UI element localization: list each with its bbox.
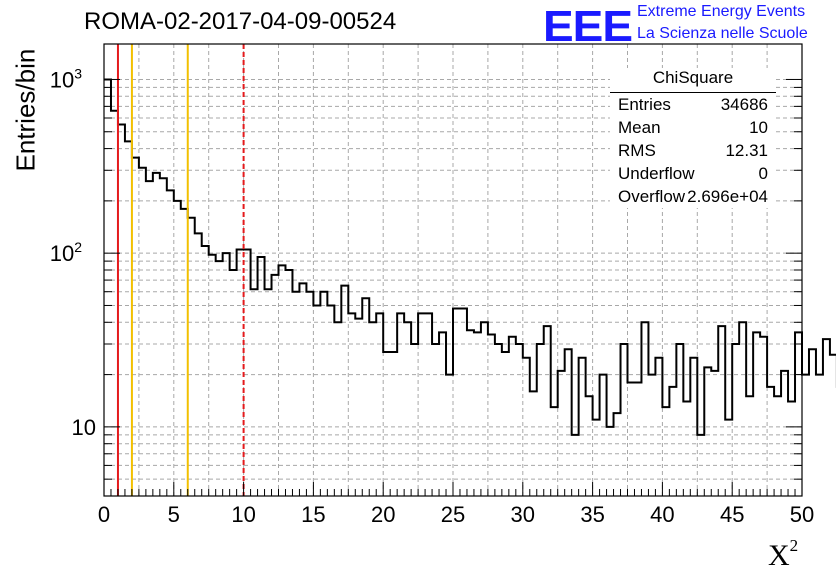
x-tick-label: 25 (441, 502, 465, 527)
logo-line-2: La Scienza nelle Scuole (637, 25, 808, 42)
stats-box: ChiSquare Entries 34686 Mean 10 RMS 12.31 U… (610, 68, 776, 208)
threshold-markers (116, 44, 245, 496)
y-tick-label: 102 (50, 239, 82, 266)
x-tick-label: 5 (168, 502, 180, 527)
eee-logo: EEE (543, 0, 633, 51)
x-tick-label: 50 (790, 502, 814, 527)
logo-line-1: Extreme Energy Events (637, 3, 806, 20)
chart-title: ROMA-02-2017-04-09-00524 (84, 8, 397, 35)
x-tick-label: 20 (371, 502, 395, 527)
y-tick-label: 103 (50, 65, 82, 92)
y-tick-label: 10 (72, 415, 96, 440)
stats-row-rms: RMS 12.31 (618, 141, 768, 160)
x-tick-label: 30 (511, 502, 535, 527)
x-tick-label: 0 (98, 502, 110, 527)
histogram-series (104, 78, 836, 436)
stats-row-entries: Entries 34686 (618, 95, 768, 114)
stats-row-overflow: Overflow 2.696e+04 (618, 187, 768, 206)
y-axis-label: Entries/bin (10, 48, 41, 172)
axes-ticks: 0 5 10 15 20 25 30 35 40 45 50 10 102 103 (50, 65, 815, 527)
x-tick-label: 40 (650, 502, 674, 527)
x-tick-label: 45 (720, 502, 744, 527)
x-tick-label: 10 (231, 502, 255, 527)
x-tick-label: 15 (301, 502, 325, 527)
stats-title: ChiSquare (610, 68, 776, 93)
histogram-line (104, 78, 836, 436)
stats-row-mean: Mean 10 (618, 118, 768, 137)
stats-row-underflow: Underflow 0 (618, 164, 768, 183)
x-tick-label: 35 (580, 502, 604, 527)
x-axis-label: X2 (768, 536, 799, 572)
